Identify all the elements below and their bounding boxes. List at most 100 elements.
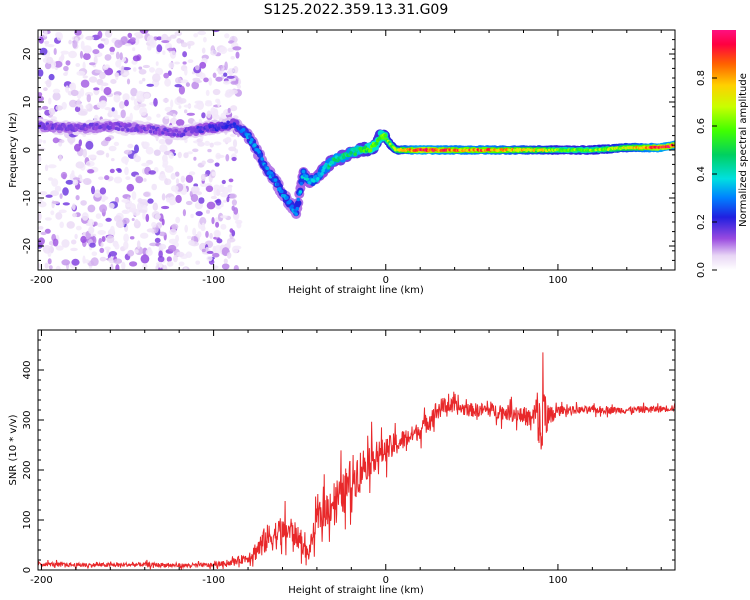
spectrogram-ridge-cell [273, 178, 278, 182]
spectrogram-noise-blob [154, 81, 160, 86]
spectrogram-noise-blob [185, 200, 193, 206]
spectrogram-noise-blob [100, 38, 106, 42]
spectrogram-noise-blob [133, 67, 137, 72]
spectrogram-ridge-cell [290, 204, 294, 209]
spectrogram-noise-blob [126, 183, 135, 192]
spectrogram-noise-blob [223, 80, 231, 85]
spectrogram-noise-blob [76, 70, 86, 76]
spectrogram-noise-blob [225, 154, 230, 162]
spectrogram-noise-blob [92, 49, 100, 55]
spectrogram-noise-blob [138, 80, 143, 85]
spectrogram-noise-blob [162, 265, 168, 270]
spectrogram-noise-blob [99, 204, 108, 213]
spectrogram-noise-blob [55, 212, 63, 220]
spectrogram-noise-blob [85, 140, 94, 150]
spectrogram-noise-blob [215, 98, 220, 104]
spectrogram-noise-blob [127, 249, 135, 257]
spectrogram-noise-blob [134, 218, 139, 226]
spectrogram-noise-blob [73, 177, 80, 181]
spectrogram-noise-blob [110, 263, 114, 270]
spectrogram-noise-blob [188, 240, 195, 246]
spectrogram-ridge-cell [126, 128, 130, 132]
spectrogram-noise-blob [135, 176, 144, 184]
spectrogram-noise-blob [83, 178, 92, 185]
spectrogram-noise-blob [121, 261, 126, 270]
spectrogram-noise-blob [124, 166, 129, 176]
spectrogram-noise-blob [231, 245, 239, 254]
spectrogram-x-axis-label: Height of straight line (km) [288, 285, 424, 296]
spectrogram-noise-blob [74, 233, 78, 240]
spectrogram-noise-blob [104, 54, 112, 61]
spectrogram-noise-blob [55, 265, 61, 270]
spectrogram-noise-blob [206, 209, 210, 214]
spectrogram-noise-blob [210, 49, 218, 56]
spectrogram-noise-blob [65, 60, 71, 66]
spectrogram-noise-blob [161, 218, 165, 226]
spectrogram-noise-blob [82, 255, 86, 264]
spectrogram-noise-blob [140, 232, 149, 239]
spectrogram-noise-blob [176, 119, 185, 127]
spectrogram-noise-blob [46, 56, 54, 64]
spectrogram-ridge-cell [154, 130, 158, 135]
spectrogram-noise-blob [168, 62, 175, 69]
spectrogram-noise-blob [216, 154, 225, 158]
spectrogram-noise-blob [39, 47, 48, 56]
spectrogram-noise-blob [174, 171, 180, 177]
spectrogram-noise-blob [229, 228, 234, 233]
spectrogram-noise-blob [142, 64, 150, 69]
spectrogram-noise-blob [186, 112, 195, 116]
colorbar-label: Normalized spectral amplitude [738, 73, 749, 227]
spectrogram-noise-blob [164, 78, 172, 87]
spectrogram-noise-blob [211, 217, 215, 225]
spectrogram-noise-blob [187, 43, 191, 50]
spectrogram-noise-blob [192, 148, 199, 153]
spectrogram-noise-blob [100, 85, 104, 92]
spectrogram-noise-blob [208, 77, 213, 86]
spectrogram-noise-blob [223, 72, 228, 77]
spectrogram-noise-blob [196, 231, 202, 238]
spectrogram-noise-blob [123, 233, 129, 243]
spectrogram-y-tick-label: -10 [22, 190, 33, 206]
spectrogram-ridge-cell [288, 199, 292, 204]
spectrogram-noise-blob [139, 106, 148, 116]
spectrogram-noise-blob [174, 61, 181, 65]
spectrogram-noise-blob [215, 189, 221, 197]
spectrogram-noise-blob [75, 63, 81, 67]
spectrogram-noise-blob [38, 107, 43, 111]
spectrogram-ridge-cell [248, 134, 252, 139]
spectrogram-noise-blob [54, 60, 63, 68]
spectrogram-noise-blob [96, 150, 105, 156]
spectrogram-noise-blob [184, 68, 188, 76]
spectrogram-noise-blob [68, 99, 78, 108]
spectrogram-noise-blob [48, 97, 52, 105]
snr-y-axis-label: SNR (10 * v/v) [8, 414, 19, 485]
spectrogram-noise-blob [193, 156, 197, 161]
spectrogram-noise-blob [175, 194, 182, 204]
spectrogram-ridge-cell [257, 150, 261, 155]
spectrogram-noise-blob [80, 88, 85, 97]
spectrogram-ridge-cell [148, 129, 153, 134]
spectrogram-ridge-cell [157, 128, 161, 132]
spectrogram-noise-blob [66, 221, 75, 229]
spectrogram-noise-blob [201, 160, 206, 166]
spectrogram-noise-blob [158, 261, 163, 269]
spectrogram-noise-blob [193, 104, 200, 109]
spectrogram-noise-blob [62, 187, 69, 196]
spectrogram-noise-blob [41, 105, 49, 110]
spectrogram-noise-blob [219, 46, 228, 54]
spectrogram-noise-blob [72, 213, 78, 218]
spectrogram-y-tick-label: 10 [22, 96, 33, 109]
spectrogram-ridge-cell [299, 181, 304, 186]
spectrogram-noise-blob [184, 224, 188, 233]
spectrogram-noise-blob [148, 170, 156, 175]
spectrogram-noise-blob [80, 235, 87, 244]
spectrogram-noise-blob [236, 221, 242, 229]
spectrogram-noise-blob [178, 105, 182, 109]
spectrogram-noise-blob [114, 215, 122, 223]
spectrogram-noise-blob [229, 89, 238, 95]
spectrogram-noise-blob [47, 258, 52, 265]
spectrogram-noise-blob [89, 242, 96, 248]
spectrogram-noise-blob [138, 66, 143, 70]
colorbar-tick-label: 0.2 [696, 214, 707, 230]
spectrogram-noise-blob [38, 237, 45, 246]
